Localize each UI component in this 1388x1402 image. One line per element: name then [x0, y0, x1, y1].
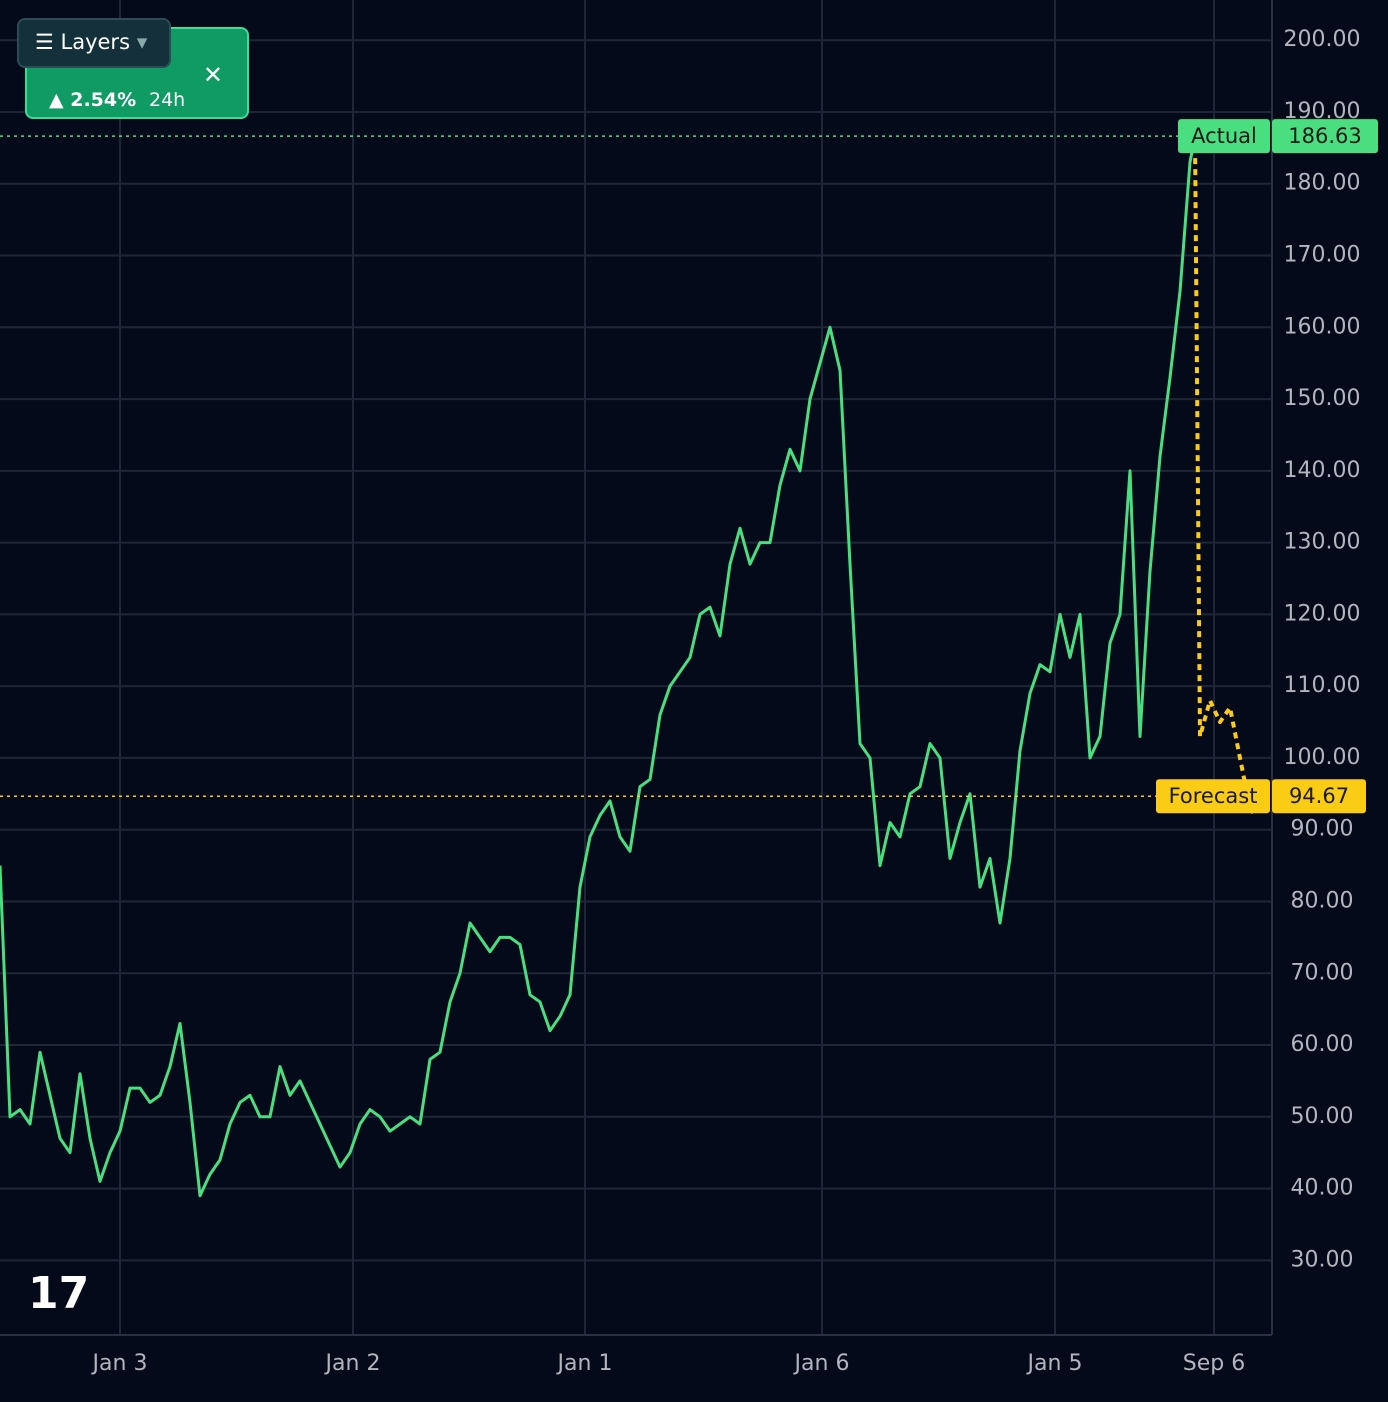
layers-button[interactable]: ☰ Layers ▾ — [17, 18, 171, 68]
x-tick-label: Jan 5 — [1026, 1351, 1083, 1376]
price-badge — [1178, 119, 1270, 154]
series-line — [0, 135, 1197, 1198]
layers-label: Layers — [60, 30, 131, 54]
y-tick-label: 130.00 — [1284, 530, 1361, 555]
y-tick-label: 170.00 — [1284, 243, 1361, 268]
y-tick-label: 70.00 — [1291, 960, 1354, 985]
y-tick-label: 80.00 — [1291, 888, 1354, 913]
price-value-box — [1272, 119, 1378, 154]
series-line — [1193, 136, 1257, 817]
price-value: 186.63 — [1288, 124, 1361, 148]
y-tick-label: 160.00 — [1284, 314, 1361, 339]
y-tick-label: 200.00 — [1284, 27, 1361, 52]
y-tick-label: 50.00 — [1291, 1104, 1354, 1129]
logo: 17 — [28, 1268, 89, 1319]
y-tick-label: 60.00 — [1291, 1032, 1354, 1057]
x-tick-label: Jan 2 — [324, 1351, 381, 1376]
price-badge-label: Forecast — [1169, 784, 1258, 808]
y-tick-label: 110.00 — [1284, 673, 1361, 698]
x-tick-label: Sep 6 — [1183, 1351, 1245, 1376]
price-badge-label: Actual — [1191, 124, 1257, 148]
y-tick-label: 140.00 — [1284, 458, 1361, 483]
y-tick-label: 40.00 — [1291, 1176, 1354, 1201]
close-button[interactable]: ✕ — [202, 61, 223, 89]
ticker-change: ▲ 2.54% — [49, 89, 137, 111]
x-tick-label: Jan 1 — [556, 1351, 613, 1376]
price-value-box — [1272, 779, 1366, 814]
y-tick-label: 150.00 — [1284, 386, 1361, 411]
y-tick-label: 180.00 — [1284, 171, 1361, 196]
y-tick-label: 30.00 — [1291, 1247, 1354, 1272]
price-badge — [1156, 779, 1270, 814]
y-tick-label: 120.00 — [1284, 601, 1361, 626]
ticker-period: 24h — [149, 89, 186, 111]
y-tick-label: 100.00 — [1284, 745, 1361, 770]
price-value: 94.67 — [1289, 784, 1349, 808]
y-tick-label: 90.00 — [1291, 817, 1354, 842]
x-tick-label: Jan 6 — [793, 1351, 850, 1376]
x-tick-label: Jan 3 — [91, 1351, 148, 1376]
